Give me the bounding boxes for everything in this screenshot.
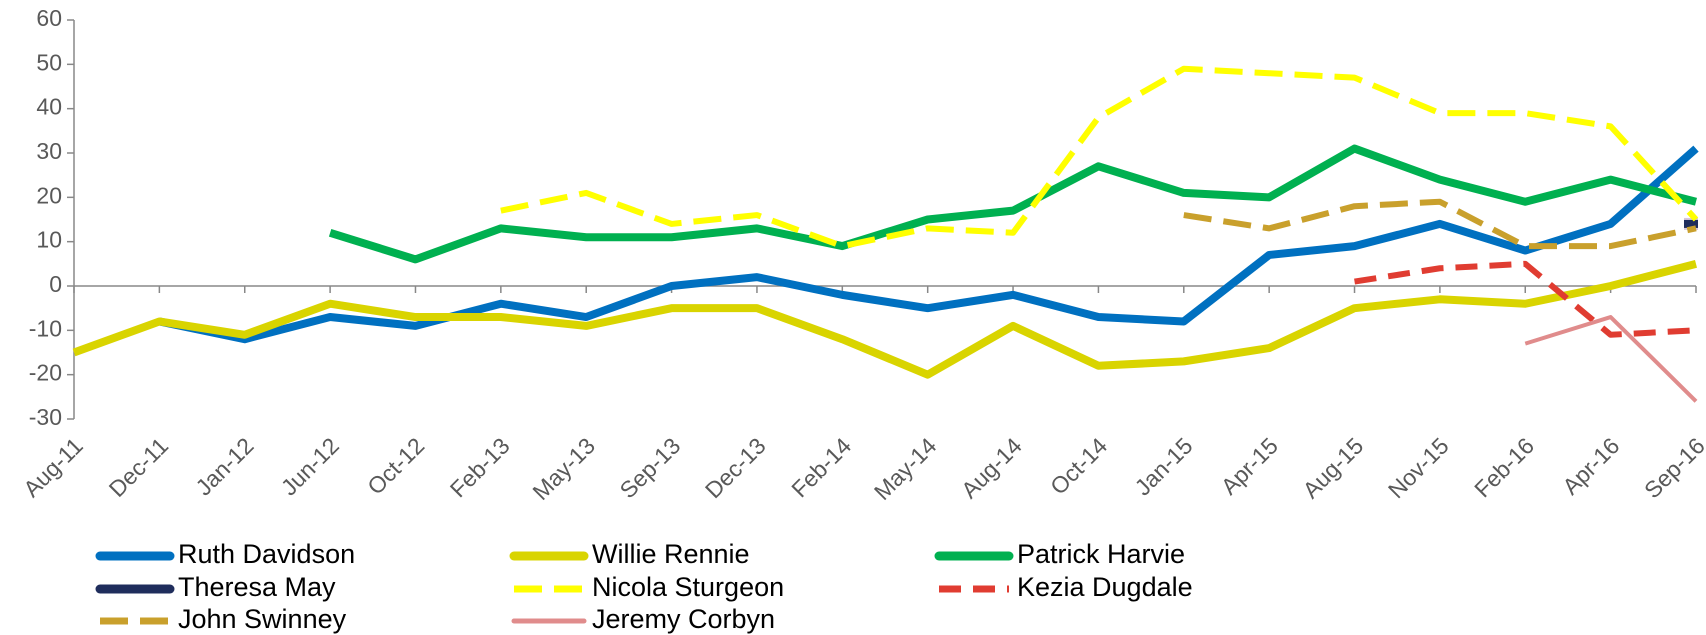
y-tick-label: 40	[36, 94, 62, 120]
x-tick-label: Jun-12	[276, 432, 344, 500]
x-tick-label: Feb-13	[445, 432, 515, 502]
y-tick-label: -20	[29, 360, 62, 386]
x-tick-label: Oct-12	[362, 432, 429, 499]
y-tick-label: 60	[36, 5, 62, 31]
series-line	[158, 145, 1699, 344]
legend-label: Jeremy Corbyn	[592, 604, 775, 634]
legend-label: Patrick Harvie	[1017, 539, 1185, 569]
legend-label: Kezia Dugdale	[1017, 572, 1193, 602]
series-line	[500, 65, 1699, 250]
y-tick-label: -10	[29, 315, 62, 341]
series-line	[1183, 198, 1697, 250]
x-tick-label: Feb-16	[1469, 432, 1539, 502]
series-line	[328, 144, 1698, 264]
legend-label: John Swinney	[178, 604, 347, 634]
y-tick-label: -30	[29, 404, 62, 430]
x-tick-label: Aug-14	[956, 432, 1027, 503]
x-tick-label: Dec-11	[104, 432, 174, 502]
x-tick-label: Apr-16	[1557, 432, 1624, 499]
x-tick-label: Sep-13	[615, 432, 686, 503]
x-tick-label: Feb-14	[786, 432, 856, 502]
legend-label: Ruth Davidson	[178, 539, 355, 569]
x-tick-label: Sep-16	[1639, 432, 1706, 503]
x-tick-label: Jan-12	[190, 432, 258, 500]
x-tick-label: Dec-13	[700, 432, 771, 503]
y-tick-label: 0	[49, 271, 62, 297]
x-tick-label: Nov-15	[1383, 432, 1454, 503]
y-tick-label: 10	[36, 227, 62, 253]
x-tick-label: Aug-11	[18, 432, 88, 502]
y-tick-label: 30	[36, 138, 62, 164]
y-tick-label: 50	[36, 49, 62, 75]
x-tick-label: Apr-15	[1216, 432, 1283, 499]
x-tick-label: Jan-15	[1130, 432, 1198, 500]
series-line	[72, 259, 1698, 379]
series-line	[1354, 260, 1697, 338]
y-tick-label: 20	[36, 182, 62, 208]
x-tick-label: Oct-14	[1045, 432, 1112, 499]
legend-label: Willie Rennie	[592, 539, 750, 569]
legend-label: Theresa May	[178, 572, 336, 602]
x-tick-label: May-14	[869, 432, 942, 505]
legend-label: Nicola Sturgeon	[592, 572, 784, 602]
x-tick-label: Aug-15	[1298, 432, 1369, 503]
series-line	[1524, 315, 1698, 403]
x-tick-label: May-13	[527, 432, 600, 505]
